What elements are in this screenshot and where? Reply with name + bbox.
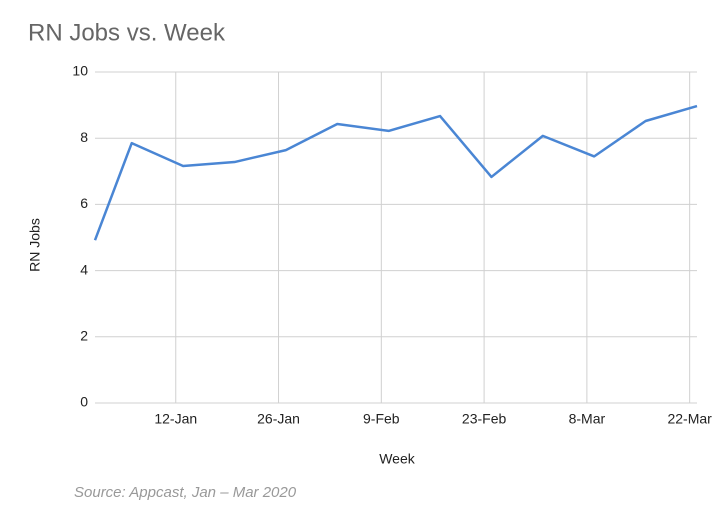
y-tick-label: 4 bbox=[80, 261, 88, 277]
x-axis-title: Week bbox=[379, 451, 416, 467]
y-axis-title: RN Jobs bbox=[27, 218, 43, 272]
data-line bbox=[93, 104, 698, 241]
x-tick-label: 12-Jan bbox=[154, 411, 197, 427]
x-tick-label: 23-Feb bbox=[462, 411, 507, 427]
y-tick-label: 8 bbox=[80, 129, 88, 145]
y-tick-label: 6 bbox=[80, 195, 88, 211]
x-tick-label: 8-Mar bbox=[569, 411, 606, 427]
y-tick-label: 10 bbox=[72, 63, 88, 79]
y-tick-label: 2 bbox=[80, 328, 88, 344]
x-tick-label: 9-Feb bbox=[363, 411, 400, 427]
x-tick-label: 26-Jan bbox=[257, 411, 300, 427]
source-note: Source: Appcast, Jan – Mar 2020 bbox=[74, 484, 297, 501]
x-tick-label: 22-Mar bbox=[667, 411, 712, 427]
chart-title: RN Jobs vs. Week bbox=[28, 19, 226, 46]
y-tick-label: 0 bbox=[80, 394, 88, 410]
